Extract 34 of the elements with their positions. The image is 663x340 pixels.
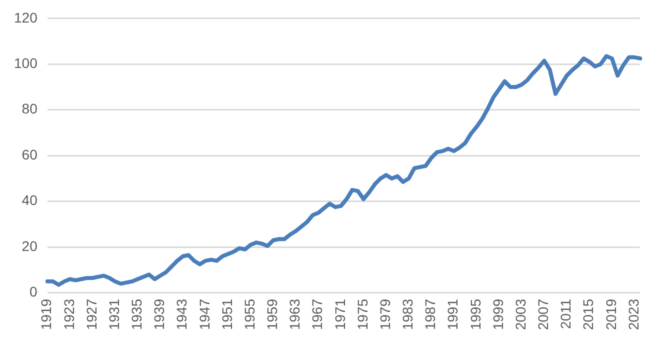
x-tick-label: 1995 xyxy=(467,298,484,330)
y-tick-label: 100 xyxy=(14,55,38,71)
x-tick-label: 1999 xyxy=(490,298,506,330)
y-tick-label: 40 xyxy=(22,192,38,208)
x-tick-label: 2019 xyxy=(602,298,619,330)
x-tick-label: 1931 xyxy=(106,298,122,330)
x-tick-label: 1935 xyxy=(128,298,145,330)
x-tick-label: 1979 xyxy=(376,298,393,330)
x-tick-label: 2023 xyxy=(625,298,642,330)
y-tick-label: 0 xyxy=(30,284,38,300)
x-tick-label: 1947 xyxy=(196,298,212,330)
x-tick-label: 1951 xyxy=(218,298,235,330)
x-tick-label: 1975 xyxy=(354,298,370,330)
x-tick-label: 1923 xyxy=(60,298,77,330)
x-tick-label: 1919 xyxy=(38,298,54,330)
y-tick-label: 80 xyxy=(22,100,38,117)
x-tick-label: 2011 xyxy=(558,298,574,329)
x-tick-label: 2003 xyxy=(512,298,528,330)
y-tick-label: 60 xyxy=(22,146,38,162)
x-tick-label: 1991 xyxy=(444,298,461,330)
y-tick-label: 20 xyxy=(22,238,38,254)
x-tick-label: 1967 xyxy=(309,298,326,330)
x-tick-label: 1987 xyxy=(422,298,438,330)
x-tick-label: 1983 xyxy=(400,298,416,330)
x-tick-label: 1943 xyxy=(174,298,190,330)
x-tick-label: 1963 xyxy=(286,298,303,330)
x-tick-label: 2015 xyxy=(580,298,596,330)
x-tick-label: 2007 xyxy=(535,298,552,330)
x-tick-label: 1939 xyxy=(151,298,168,330)
x-tick-label: 1927 xyxy=(83,298,100,330)
x-tick-label: 1959 xyxy=(264,298,280,330)
x-tick-label: 1971 xyxy=(332,298,348,330)
x-tick-label: 1955 xyxy=(241,298,258,330)
y-tick-label: 120 xyxy=(14,9,38,26)
